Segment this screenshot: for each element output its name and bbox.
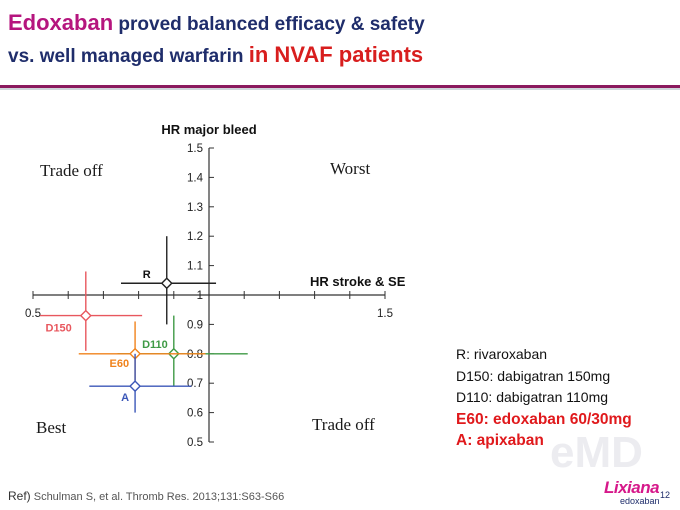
x-tick-label: 0.5: [25, 308, 41, 320]
y-tick-label: 1: [197, 290, 203, 302]
point-label-a: A: [121, 392, 129, 404]
legend-item-d150: D150: dabigatran 150mg: [456, 367, 611, 384]
y-tick-label: 1.3: [187, 202, 203, 214]
legend: R: rivaroxaban D150: dabigatran 150mg D1…: [456, 344, 632, 452]
point-label-d110: D110: [142, 339, 168, 351]
point-marker-a: [129, 380, 142, 393]
title-line1-text: proved balanced efficacy & safety: [113, 14, 425, 35]
legend-item-r: R: rivaroxaban: [456, 346, 548, 362]
title-drug-name: Edoxaban: [8, 10, 114, 35]
x-tick-label: 1.5: [377, 308, 393, 320]
legend-item-a: A: apixaban: [456, 432, 544, 449]
title-divider-shadow: [0, 88, 680, 90]
slide-title: Edoxaban proved balanced efficacy & safe…: [8, 8, 425, 72]
title-line2-text: vs. well managed warfarin: [8, 46, 249, 67]
y-tick-label: 1.1: [187, 261, 203, 273]
point-label-d150: D150: [46, 323, 72, 335]
y-tick-label: 0.5: [187, 437, 203, 449]
brand-logo: Lixiana: [604, 478, 660, 497]
title-divider: [0, 85, 680, 88]
title-line2-highlight: in NVAF patients: [248, 42, 424, 67]
quadrant-label-bottom-right: Trade off: [312, 415, 375, 434]
reference-text: Schulman S, et al. Thromb Res. 2013;131:…: [30, 491, 285, 503]
quadrant-label-top-left: Trade off: [40, 161, 103, 180]
y-tick-label: 1.2: [187, 231, 203, 243]
reference-citation: Ref) Schulman S, et al. Thromb Res. 2013…: [8, 489, 284, 503]
quadrant-label-top-right: Worst: [330, 159, 370, 178]
page-number: 12: [660, 490, 671, 500]
y-tick-label: 1.5: [187, 143, 203, 155]
reference-prefix: Ref): [8, 489, 31, 503]
point-label-r: R: [143, 269, 151, 281]
y-tick-label: 1.4: [187, 172, 204, 184]
legend-item-d110: D110: dabigatran 110mg: [456, 389, 609, 405]
x-axis-title: HR stroke & SE: [310, 274, 406, 289]
y-tick-label: 0.8: [187, 349, 203, 361]
y-axis-title: HR major bleed: [161, 122, 256, 137]
brand-subtitle: edoxaban: [620, 496, 660, 506]
point-marker-r: [160, 277, 173, 290]
y-tick-label: 0.6: [187, 408, 203, 420]
quadrant-label-bottom-left: Best: [36, 418, 67, 437]
legend-item-e60: E60: edoxaban 60/30mg: [456, 410, 632, 428]
point-label-e60: E60: [110, 358, 130, 370]
y-tick-label: 0.7: [187, 378, 203, 390]
watermark-logo: eMD: [550, 428, 643, 477]
point-marker-d150: [79, 309, 92, 322]
y-tick-label: 0.9: [187, 319, 203, 331]
